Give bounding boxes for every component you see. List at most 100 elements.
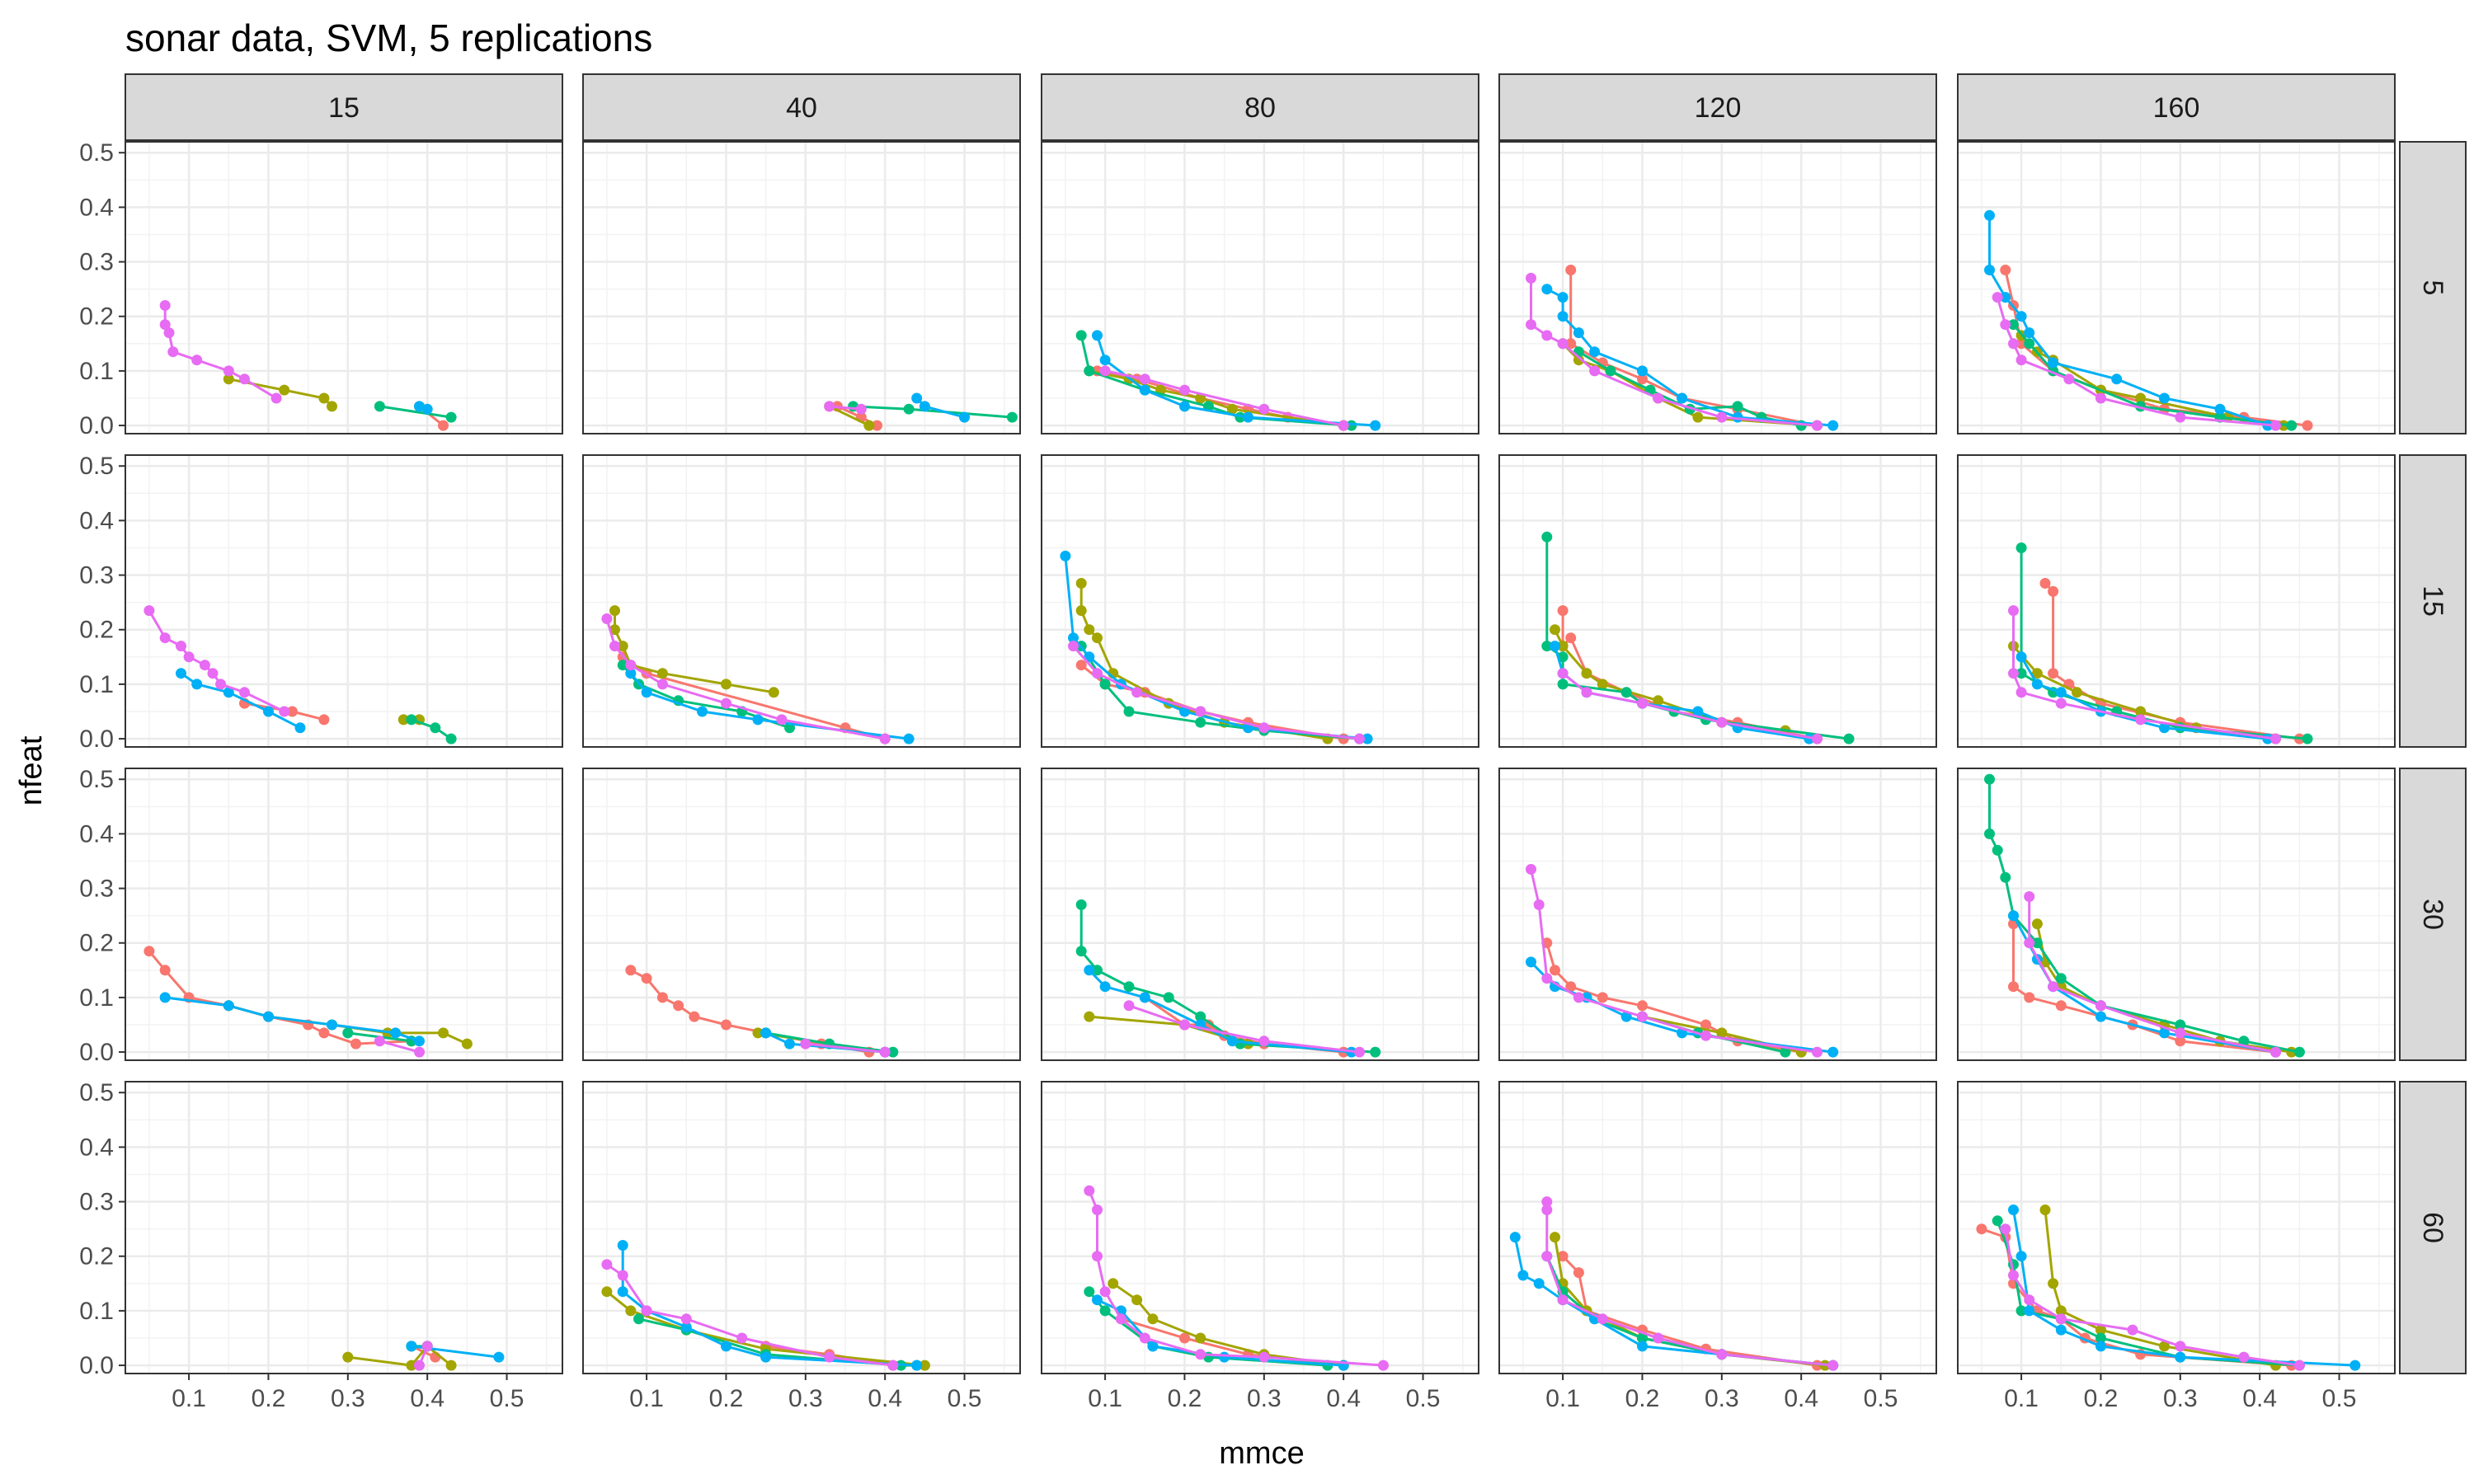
data-point [279,384,290,396]
data-point [911,1360,923,1371]
data-point [2008,605,2019,617]
data-point [752,1027,764,1039]
data-point [2159,1341,2170,1352]
data-point [1123,706,1135,717]
panel-border [125,768,563,1061]
data-point [633,1313,644,1325]
data-point [1716,1027,1728,1039]
data-point [1653,1332,1664,1344]
x-tick-label: 0.2 [2084,1385,2119,1412]
data-point [2024,338,2035,350]
panel-background [583,768,1020,1060]
data-point [903,733,915,744]
panel-border [1957,1081,2396,1374]
panel-background [125,1082,562,1374]
data-point [2015,338,2027,350]
data-series [414,1341,433,1371]
data-point [1581,668,1592,679]
data-point [159,300,171,311]
data-point [1557,668,1569,679]
x-tick-label: 0.5 [2322,1385,2357,1412]
data-point [2024,1305,2035,1317]
y-tick-label: 0.3 [79,1189,114,1216]
data-point [919,1360,930,1371]
data-point [2286,420,2298,431]
data-point [1195,1349,1206,1360]
data-point [2039,1205,2051,1215]
data-point [1099,1305,1111,1317]
data-point [1075,946,1087,957]
data-point [223,365,234,377]
x-tick-label: 0.4 [410,1385,444,1412]
data-point [1557,679,1569,690]
data-point [414,1360,425,1371]
data-point [263,706,274,717]
data-point [776,714,788,726]
data-point [1115,1313,1126,1325]
data-point [2031,679,2043,690]
data-point [1605,365,1616,377]
data-point [1637,1341,1648,1352]
facet-column-label: 80 [1244,92,1276,124]
x-axis-title: mmce [1219,1436,1304,1471]
data-point [2039,578,2051,589]
data-point [1084,1011,1095,1022]
facet-panel [1042,768,1479,1060]
facet-grid: 15 40 80 120 160 5 15 30 60 0.0 0.1 0.2 0.3 0.4 0.5 0.0… [79,73,2467,1412]
data-point [1060,550,1071,561]
x-tick-label: 0.2 [1625,1385,1660,1412]
data-point [1992,844,2003,856]
data-point [2048,981,2059,993]
facet-panel [1958,142,2395,434]
x-tick-label: 0.4 [1784,1385,1818,1412]
data-point [2135,714,2147,726]
data-series [625,668,915,744]
data-point [1692,706,1704,717]
data-point [318,392,330,404]
data-point [1557,338,1569,350]
data-point [752,714,764,726]
data-series [1541,1196,1839,1371]
y-tick-label: 0.0 [79,412,114,439]
data-point [625,965,637,976]
facet-row-label: 60 [2417,1212,2448,1243]
data-point [1084,365,1095,377]
data-point [1732,401,1743,412]
data-point [1123,981,1135,993]
data-point [374,401,385,412]
data-point [191,679,203,690]
data-point [1565,338,1577,350]
data-point [1006,411,1018,423]
data-point [1557,292,1569,303]
data-point [183,651,195,663]
data-point [2008,338,2019,350]
strip-background [2399,1081,2467,1374]
data-point [1541,1251,1553,1262]
data-point [2055,1305,2067,1317]
panel-border [1498,768,1937,1061]
data-point [1827,420,1839,431]
data-point [445,411,457,423]
data-point [2063,373,2075,385]
data-point [1984,209,1995,221]
data-series [414,401,433,415]
data-point [2015,1305,2027,1317]
data-point [1370,1046,1381,1058]
panel-border [125,454,563,748]
data-point [1084,1185,1095,1196]
data-point [2015,355,2027,366]
panel-border [1498,454,1937,748]
data-point [1637,365,1648,377]
data-point [223,687,234,698]
facet-panel [1042,1082,1479,1374]
facet-row-label: 15 [2417,585,2448,617]
data-point [159,632,171,644]
data-point [2055,697,2067,709]
panel-background [125,455,562,747]
y-tick-label: 0.1 [79,984,114,1012]
data-point [1179,401,1190,412]
facet-column-strip: 160 [1957,73,2396,141]
data-point [1163,992,1174,1003]
data-point [263,1011,274,1022]
data-point [1620,1011,1632,1022]
